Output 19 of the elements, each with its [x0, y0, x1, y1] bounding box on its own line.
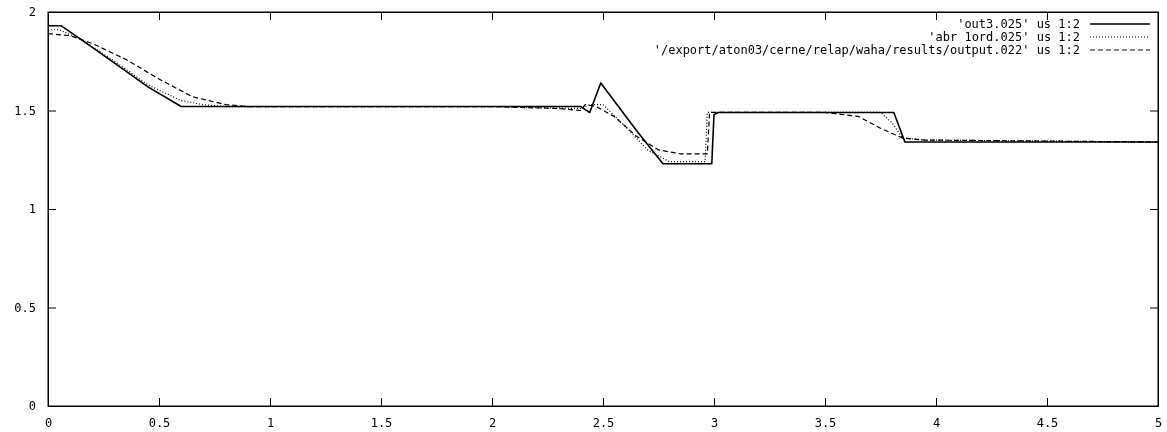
y-tick-label: 0.5: [14, 300, 36, 315]
y-tick-label: 0: [28, 399, 36, 414]
y-tick-label: 2: [28, 5, 36, 20]
x-tick-label: 4: [932, 415, 941, 430]
x-tick-label: 0.5: [148, 415, 171, 430]
y-tick-label: 1.5: [14, 103, 36, 118]
legend-label: 'out3.025' us 1:2: [957, 17, 1080, 31]
x-tick-label: 5: [1154, 415, 1163, 430]
x-tick-label: 4.5: [1036, 415, 1059, 430]
x-tick-label: 0: [44, 415, 53, 430]
x-tick-label: 3.5: [814, 415, 837, 430]
x-tick-label: 2: [488, 415, 497, 430]
x-tick-label: 1: [266, 415, 275, 430]
x-tick-label: 2.5: [592, 415, 615, 430]
x-tick-label: 1.5: [370, 415, 393, 430]
y-tick-label: 1: [28, 202, 36, 217]
x-tick-label: 3: [710, 415, 719, 430]
legend-label: '/export/aton03/cerne/relap/waha/results/output.022' us 1:2: [653, 43, 1080, 57]
legend-label: 'abr 1ord.025' us 1:2: [928, 30, 1080, 44]
